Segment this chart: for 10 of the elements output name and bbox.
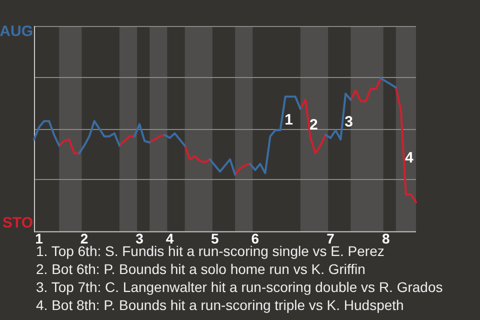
annotation: 2 — [309, 116, 318, 134]
text: STO — [2, 214, 34, 232]
x-tick-label: 8 — [382, 230, 390, 246]
text: 3. Top 7th: C. Langenwalter hit a run-scoring double vs R. Grados — [36, 278, 443, 296]
annotation: 1 — [284, 112, 293, 129]
annotation: 3 — [344, 114, 353, 131]
text: 4. Bot 8th: P. Bounds hit a run-scoring triple vs K. Hudspeth — [36, 296, 405, 314]
text: 2. Bot 6th: P. Bounds hit a solo home run vs K. Griffin — [36, 260, 366, 278]
text: AUG — [0, 23, 33, 40]
annotation: 4 — [404, 149, 414, 166]
